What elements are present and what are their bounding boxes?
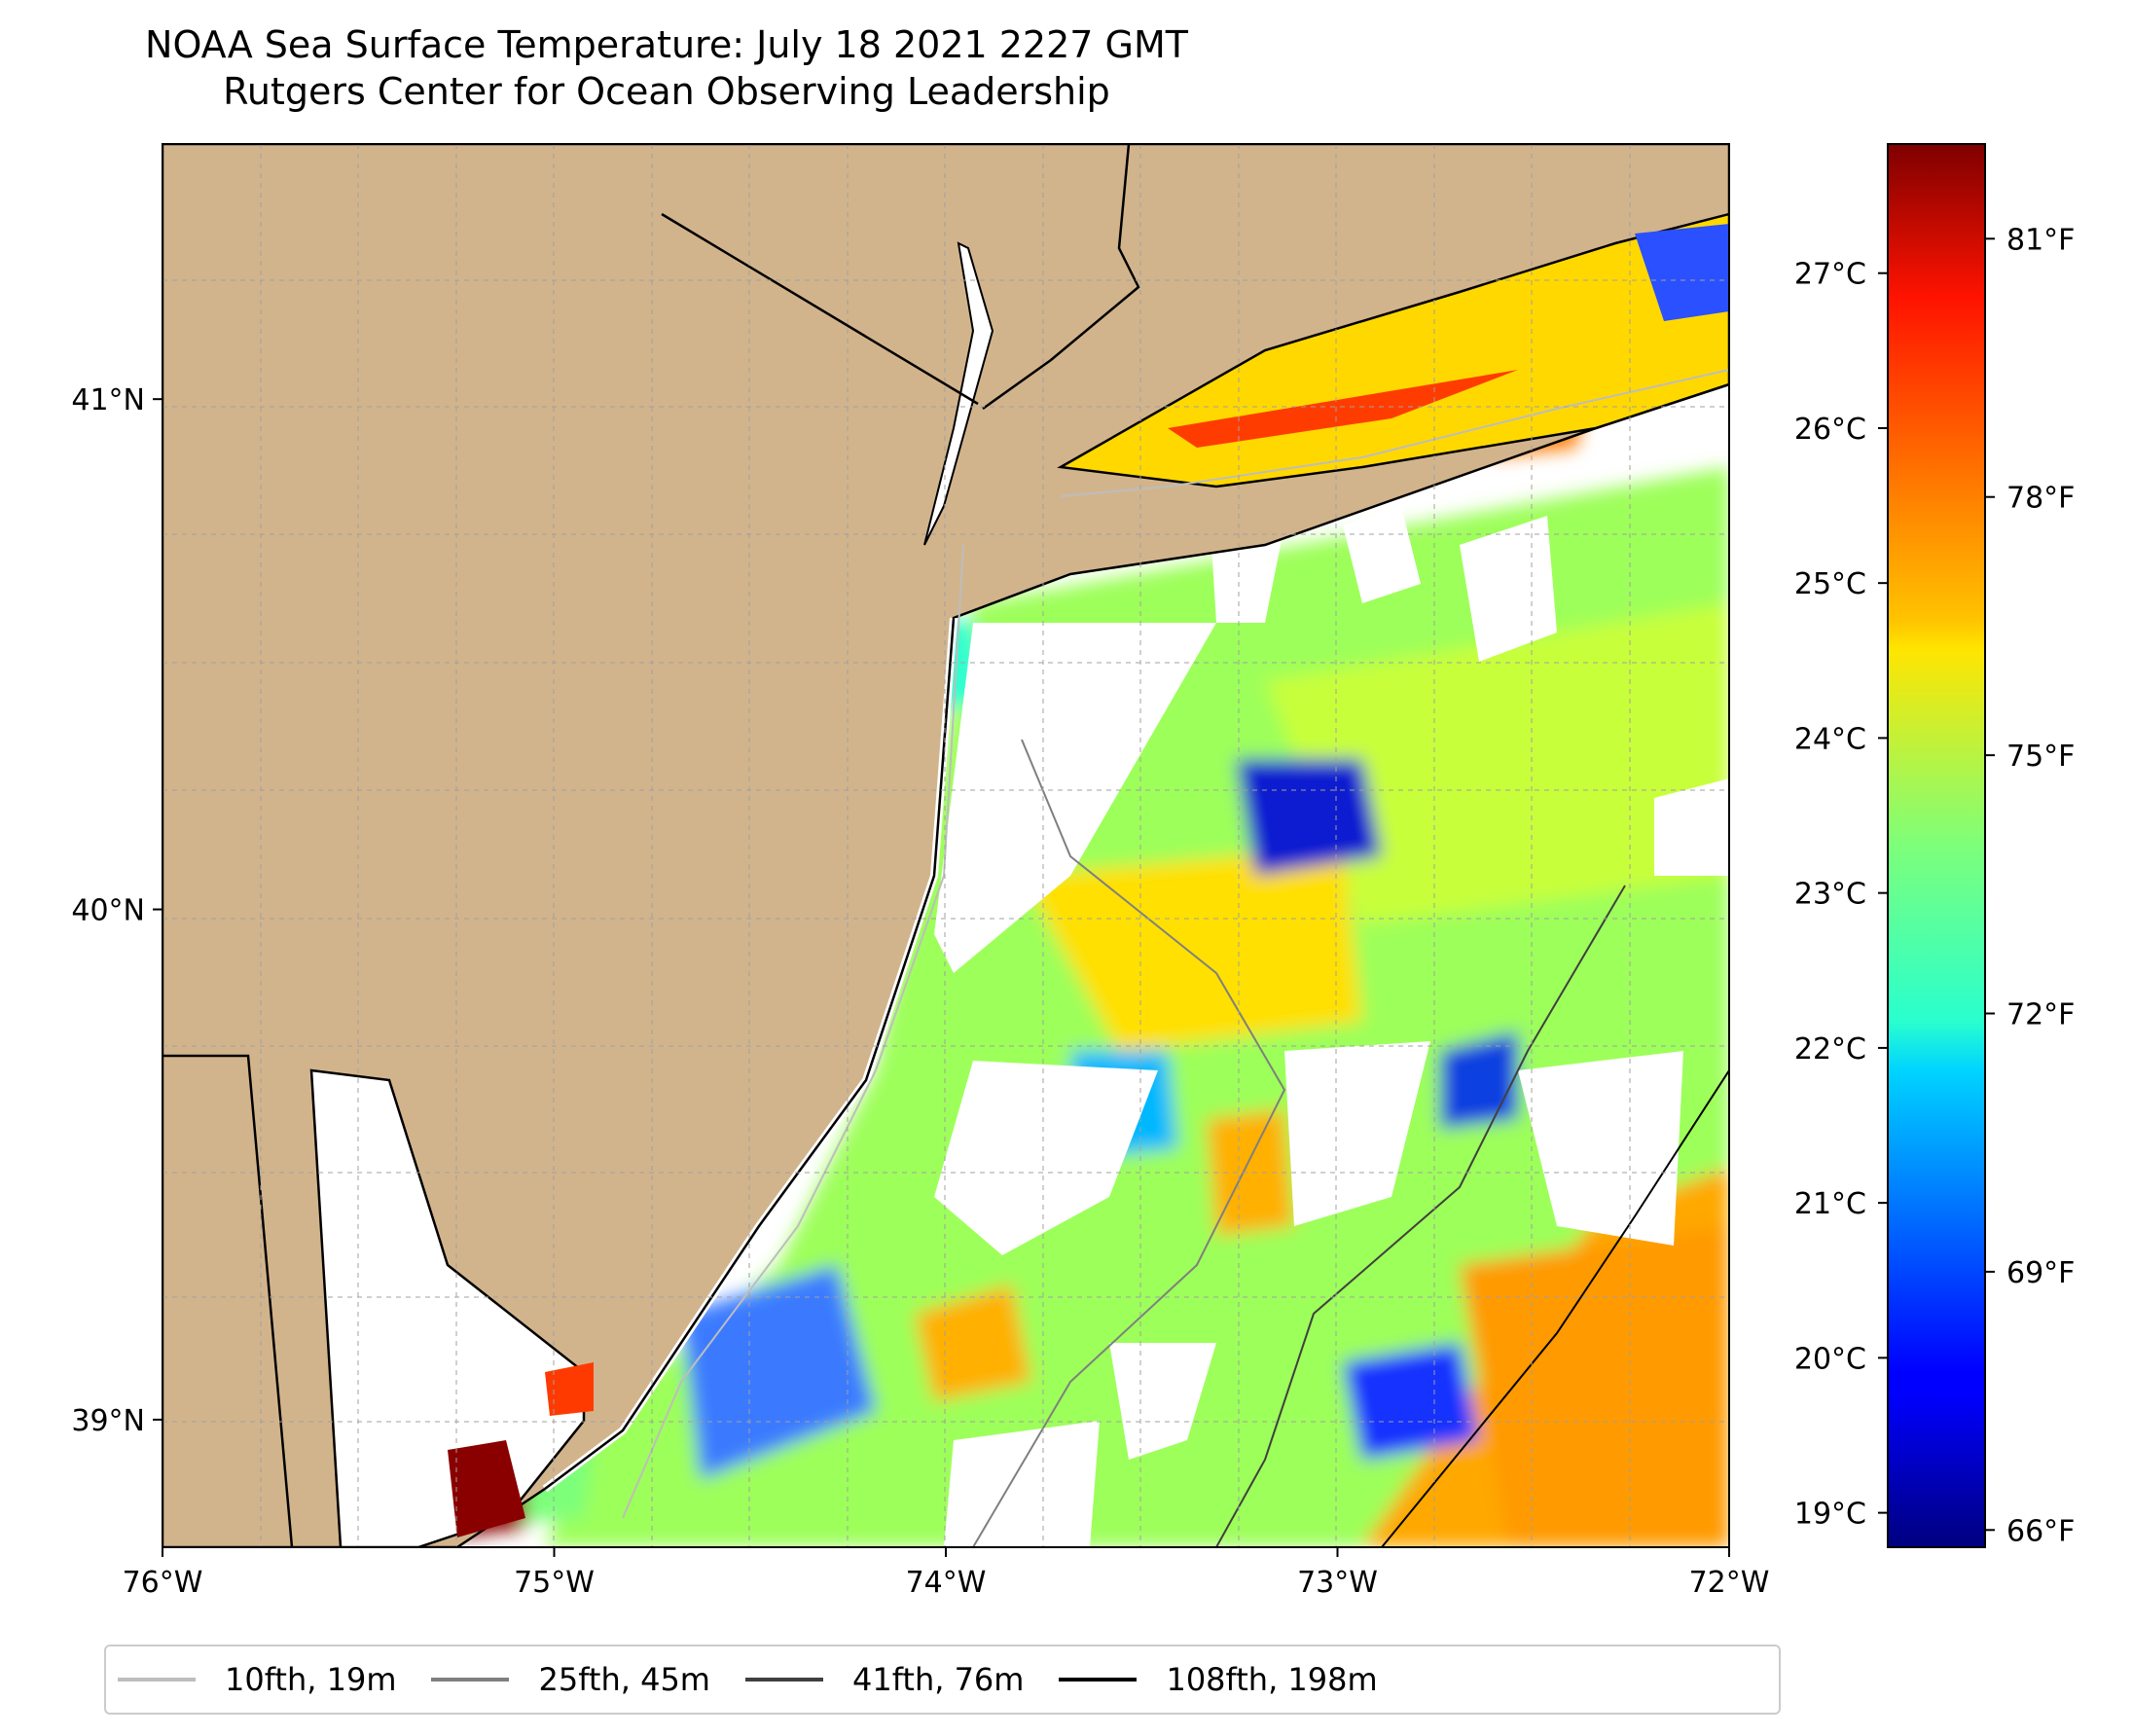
colorbar xyxy=(1887,143,1986,1548)
delaware-bay xyxy=(309,1068,594,1547)
colorbar-c-label: 27°C xyxy=(1794,258,1866,292)
colorbar-f-label: 66°F xyxy=(2006,1514,2075,1548)
lat-tick-label: 39°N xyxy=(71,1404,145,1438)
lon-tick-label: 73°W xyxy=(1297,1566,1378,1600)
legend-label: 41fth, 76m xyxy=(851,1661,1025,1698)
colorbar-c-label: 19°C xyxy=(1794,1498,1866,1532)
colorbar-f-label: 75°F xyxy=(2006,740,2075,774)
legend-line-swatch xyxy=(744,1678,823,1682)
cloud-gaps xyxy=(934,467,1729,1547)
title-line-1: NOAA Sea Surface Temperature: July 18 20… xyxy=(145,23,1188,66)
colorbar-celsius-axis: 19°C 20°C 21°C 22°C 23°C 24°C 25°C 26°C 27°C xyxy=(1794,258,1888,1532)
colorbar-f-label: 69°F xyxy=(2006,1256,2075,1290)
legend-item: 25fth, 45m xyxy=(431,1661,710,1698)
gridlines xyxy=(163,144,1729,1547)
lon-tick-label: 76°W xyxy=(123,1566,203,1600)
colorbar-c-label: 21°C xyxy=(1794,1187,1866,1221)
colorbar-f-label: 81°F xyxy=(2006,223,2075,257)
legend-item: 41fth, 76m xyxy=(744,1661,1025,1698)
lon-tick-label: 75°W xyxy=(514,1566,595,1600)
lon-tick-label: 74°W xyxy=(906,1566,987,1600)
isobath-legend: 10fth, 19m 25fth, 45m 41fth, 76m 108fth, 19… xyxy=(104,1645,1781,1715)
colorbar-c-label: 22°C xyxy=(1794,1032,1866,1067)
legend-line-swatch xyxy=(431,1678,510,1682)
legend-line-swatch xyxy=(1059,1678,1138,1682)
longitude-axis: 76°W 75°W 74°W 73°W 72°W xyxy=(123,1547,1770,1600)
colorbar-fahrenheit-axis: 66°F 69°F 72°F 75°F 78°F 81°F xyxy=(1985,223,2075,1548)
map-panel xyxy=(163,144,1729,1547)
map-title: NOAA Sea Surface Temperature: July 18 20… xyxy=(0,21,1333,115)
legend-line-swatch xyxy=(118,1678,196,1682)
state-borders xyxy=(163,144,1140,1547)
colorbar-c-label: 24°C xyxy=(1794,722,1866,756)
title-line-2: Rutgers Center for Ocean Observing Leade… xyxy=(223,70,1110,113)
lat-tick-label: 40°N xyxy=(71,894,145,928)
colorbar-f-label: 78°F xyxy=(2006,482,2075,516)
colorbar-c-label: 23°C xyxy=(1794,878,1866,912)
colorbar-c-label: 25°C xyxy=(1794,567,1866,601)
legend-label: 25fth, 45m xyxy=(538,1661,710,1698)
colorbar-c-label: 20°C xyxy=(1794,1342,1866,1376)
legend-label: 10fth, 19m xyxy=(225,1661,397,1698)
long-island-sound xyxy=(1057,212,1729,488)
legend-label: 108fth, 198m xyxy=(1166,1661,1378,1698)
lat-tick-label: 41°N xyxy=(71,383,145,417)
lon-tick-label: 72°W xyxy=(1689,1566,1770,1600)
legend-item: 108fth, 198m xyxy=(1059,1661,1378,1698)
latitude-axis: 39°N 40°N 41°N xyxy=(71,383,163,1438)
colorbar-c-label: 26°C xyxy=(1794,413,1866,447)
colorbar-f-label: 72°F xyxy=(2006,998,2075,1032)
legend-item: 10fth, 19m xyxy=(118,1661,396,1698)
isobaths xyxy=(622,369,1729,1547)
